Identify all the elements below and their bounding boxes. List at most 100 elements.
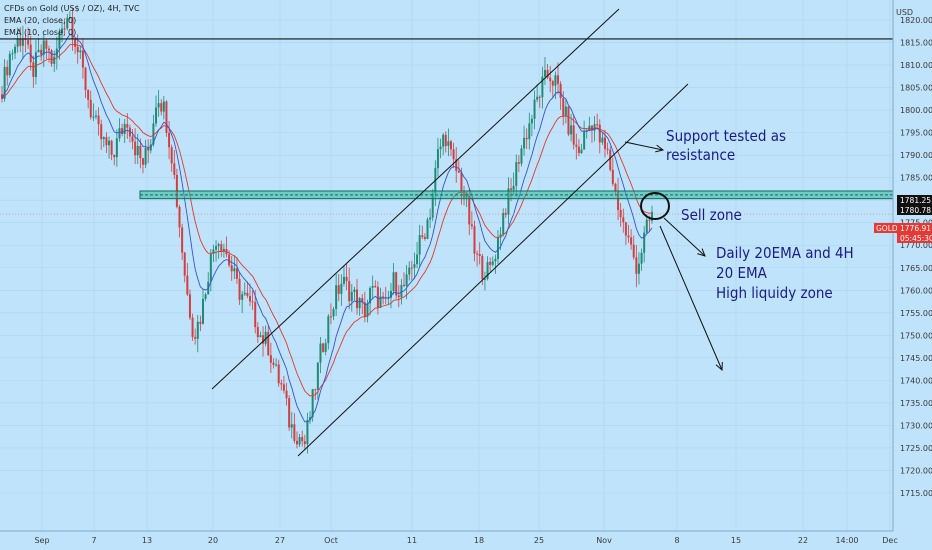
candle-body bbox=[228, 254, 231, 266]
candle-body bbox=[230, 265, 233, 272]
x-tick-label: 18 bbox=[474, 536, 484, 545]
candle-body bbox=[523, 137, 526, 149]
candle-body bbox=[624, 222, 627, 236]
candle-body bbox=[593, 124, 596, 131]
candle-body bbox=[413, 264, 416, 268]
candle-body bbox=[502, 212, 505, 235]
candle-body bbox=[16, 38, 19, 47]
y-tick-label: 1820.00 bbox=[900, 16, 932, 25]
candle-body bbox=[267, 331, 270, 356]
drawings bbox=[0, 8, 894, 457]
x-tick-label: Oct bbox=[324, 536, 338, 545]
candle-body bbox=[408, 267, 411, 275]
candle-body bbox=[473, 226, 476, 254]
candle-body bbox=[256, 327, 259, 338]
candle-body bbox=[567, 106, 570, 135]
candle-body bbox=[295, 440, 298, 445]
y-tick-label: 1760.00 bbox=[900, 286, 932, 295]
y-tick-label: 1770.00 bbox=[900, 241, 932, 250]
candle-body bbox=[254, 302, 257, 328]
candle-body bbox=[442, 134, 445, 147]
grid bbox=[0, 0, 893, 531]
candle-body bbox=[392, 272, 395, 291]
y-tick-label: 1720.00 bbox=[900, 466, 932, 475]
candle-body bbox=[66, 17, 69, 29]
candle-body bbox=[94, 115, 97, 117]
candle-body bbox=[604, 137, 607, 149]
price-tag-lower: 1780.78 bbox=[900, 206, 931, 215]
candle-body bbox=[280, 383, 283, 385]
candle-body bbox=[79, 50, 82, 53]
candle-body bbox=[350, 291, 353, 302]
time-axis[interactable]: Sep 7 13 20 27 Oct 11 18 25 Nov 8 15 22 14:00 Dec bbox=[0, 530, 898, 545]
candle-body bbox=[220, 244, 223, 252]
candle-body bbox=[405, 274, 408, 286]
candle-body bbox=[241, 294, 244, 300]
candle-body bbox=[87, 90, 90, 100]
ema-note-line1: Daily 20EMA and 4H bbox=[716, 244, 854, 262]
candle-body bbox=[34, 52, 37, 77]
candle-body bbox=[619, 209, 622, 218]
candle-body bbox=[363, 302, 366, 317]
candle-body bbox=[496, 237, 499, 259]
x-tick-label: Sep bbox=[34, 536, 49, 545]
candles bbox=[1, 7, 653, 454]
candle-body bbox=[170, 147, 173, 164]
candle-body bbox=[89, 99, 92, 118]
candle-body bbox=[640, 252, 643, 264]
candle-body bbox=[622, 217, 625, 223]
candle-body bbox=[84, 67, 87, 91]
candle-body bbox=[491, 261, 494, 265]
candle-body bbox=[340, 283, 343, 294]
ema20-legend: EMA (20, close, 0) bbox=[4, 16, 76, 25]
candle-body bbox=[470, 224, 473, 227]
candle-body bbox=[144, 147, 147, 165]
candle-body bbox=[1, 94, 3, 99]
candle-body bbox=[108, 140, 111, 146]
candle-body bbox=[376, 286, 379, 308]
candle-body bbox=[235, 268, 238, 279]
candle-body bbox=[447, 141, 450, 146]
candle-body bbox=[541, 76, 544, 98]
candle-body bbox=[416, 254, 419, 265]
candle-body bbox=[160, 103, 163, 112]
y-tick-label: 1725.00 bbox=[900, 444, 932, 453]
candle-body bbox=[204, 294, 207, 299]
candle-body bbox=[74, 39, 77, 47]
candle-body bbox=[76, 46, 79, 53]
x-tick-label: 8 bbox=[674, 536, 679, 545]
candle-body bbox=[102, 137, 105, 140]
candle-body bbox=[512, 185, 515, 190]
candle-body bbox=[262, 335, 265, 344]
candle-body bbox=[348, 280, 351, 302]
candle-body bbox=[525, 137, 528, 140]
candle-body bbox=[97, 115, 100, 125]
candle-body bbox=[549, 77, 552, 82]
candle-body bbox=[199, 321, 202, 324]
candle-body bbox=[285, 390, 288, 399]
arrow-support bbox=[624, 141, 664, 151]
support-note-line1: Support tested as bbox=[666, 127, 786, 145]
countdown: 05:45:30 bbox=[900, 234, 932, 243]
candle-body bbox=[19, 38, 22, 46]
currency-label: USD bbox=[896, 8, 913, 17]
candle-body bbox=[126, 124, 129, 128]
candle-body bbox=[559, 83, 562, 99]
candle-body bbox=[196, 321, 199, 339]
candle-body bbox=[361, 298, 364, 303]
ema-note-line3: High liquidy zone bbox=[716, 284, 833, 302]
candle-body bbox=[181, 227, 184, 253]
candle-body bbox=[149, 144, 152, 151]
candle-body bbox=[557, 75, 560, 84]
candle-body bbox=[11, 53, 14, 55]
price-axis[interactable]: 1820.00 1815.00 1810.00 1805.00 1800.00 1795.… bbox=[892, 0, 932, 550]
candle-body bbox=[152, 123, 155, 145]
candle-body bbox=[635, 257, 638, 274]
arrow-support-head bbox=[655, 144, 665, 153]
candle-body bbox=[217, 244, 220, 247]
candle-body bbox=[515, 162, 518, 186]
x-tick-label: 20 bbox=[208, 536, 218, 545]
